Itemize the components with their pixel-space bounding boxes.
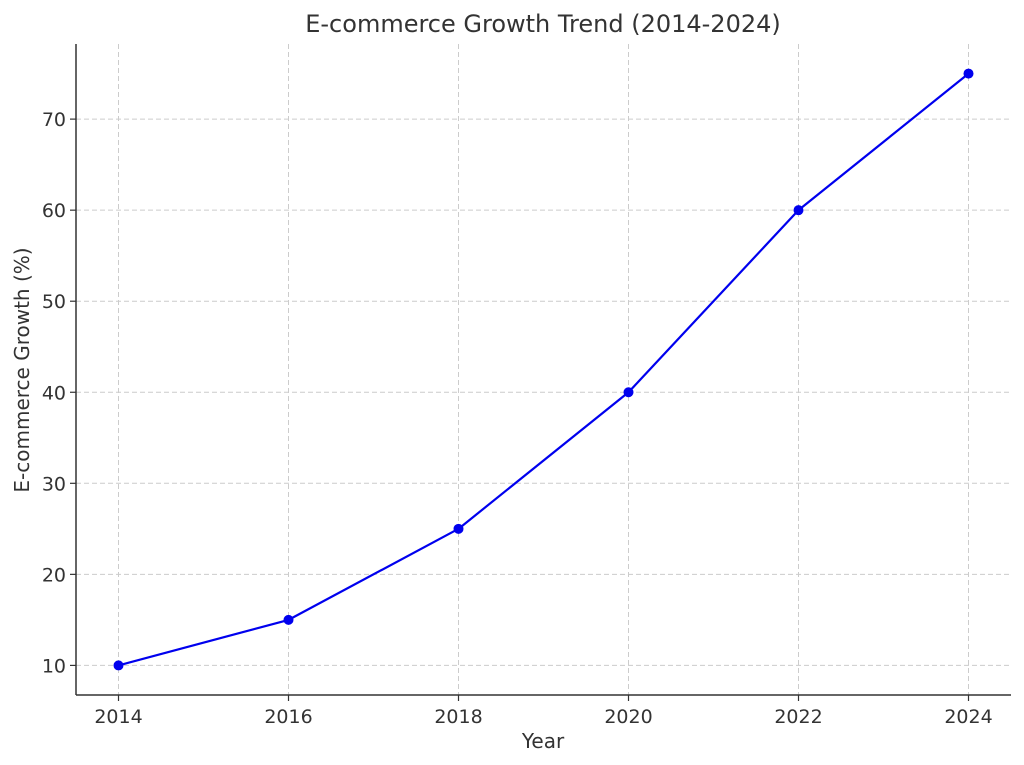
- x-tick-label: 2018: [434, 706, 482, 728]
- x-tick-label: 2016: [264, 706, 312, 728]
- data-point: [113, 660, 124, 671]
- data-point: [453, 523, 464, 534]
- x-tick-label: 2022: [774, 706, 822, 728]
- chart-title: E-commerce Growth Trend (2014-2024): [305, 10, 781, 38]
- series-group: [113, 68, 974, 671]
- y-tick-label: 20: [42, 564, 66, 586]
- y-axis-ticks: 10 20 30 40 50 60 70: [42, 109, 76, 677]
- axis-spines: [75, 44, 1011, 696]
- y-axis-label: E-commerce Growth (%): [10, 247, 34, 492]
- series-line: [118, 72, 970, 667]
- y-tick-label: 70: [42, 109, 66, 131]
- y-tick-label: 60: [42, 200, 66, 222]
- data-point: [623, 387, 634, 398]
- data-point: [283, 614, 294, 625]
- x-tick-label: 2020: [604, 706, 652, 728]
- grid: [76, 44, 1011, 695]
- y-tick-label: 30: [42, 473, 66, 495]
- data-point: [963, 68, 974, 79]
- x-tick-label: 2014: [94, 706, 142, 728]
- y-tick-label: 40: [42, 382, 66, 404]
- y-tick-label: 10: [42, 655, 66, 677]
- y-tick-label: 50: [42, 291, 66, 313]
- x-tick-label: 2024: [944, 706, 992, 728]
- x-axis-ticks: 2014 2016 2018 2020 2022 2024: [94, 695, 993, 728]
- data-point: [793, 205, 804, 216]
- x-axis-label: Year: [521, 729, 565, 753]
